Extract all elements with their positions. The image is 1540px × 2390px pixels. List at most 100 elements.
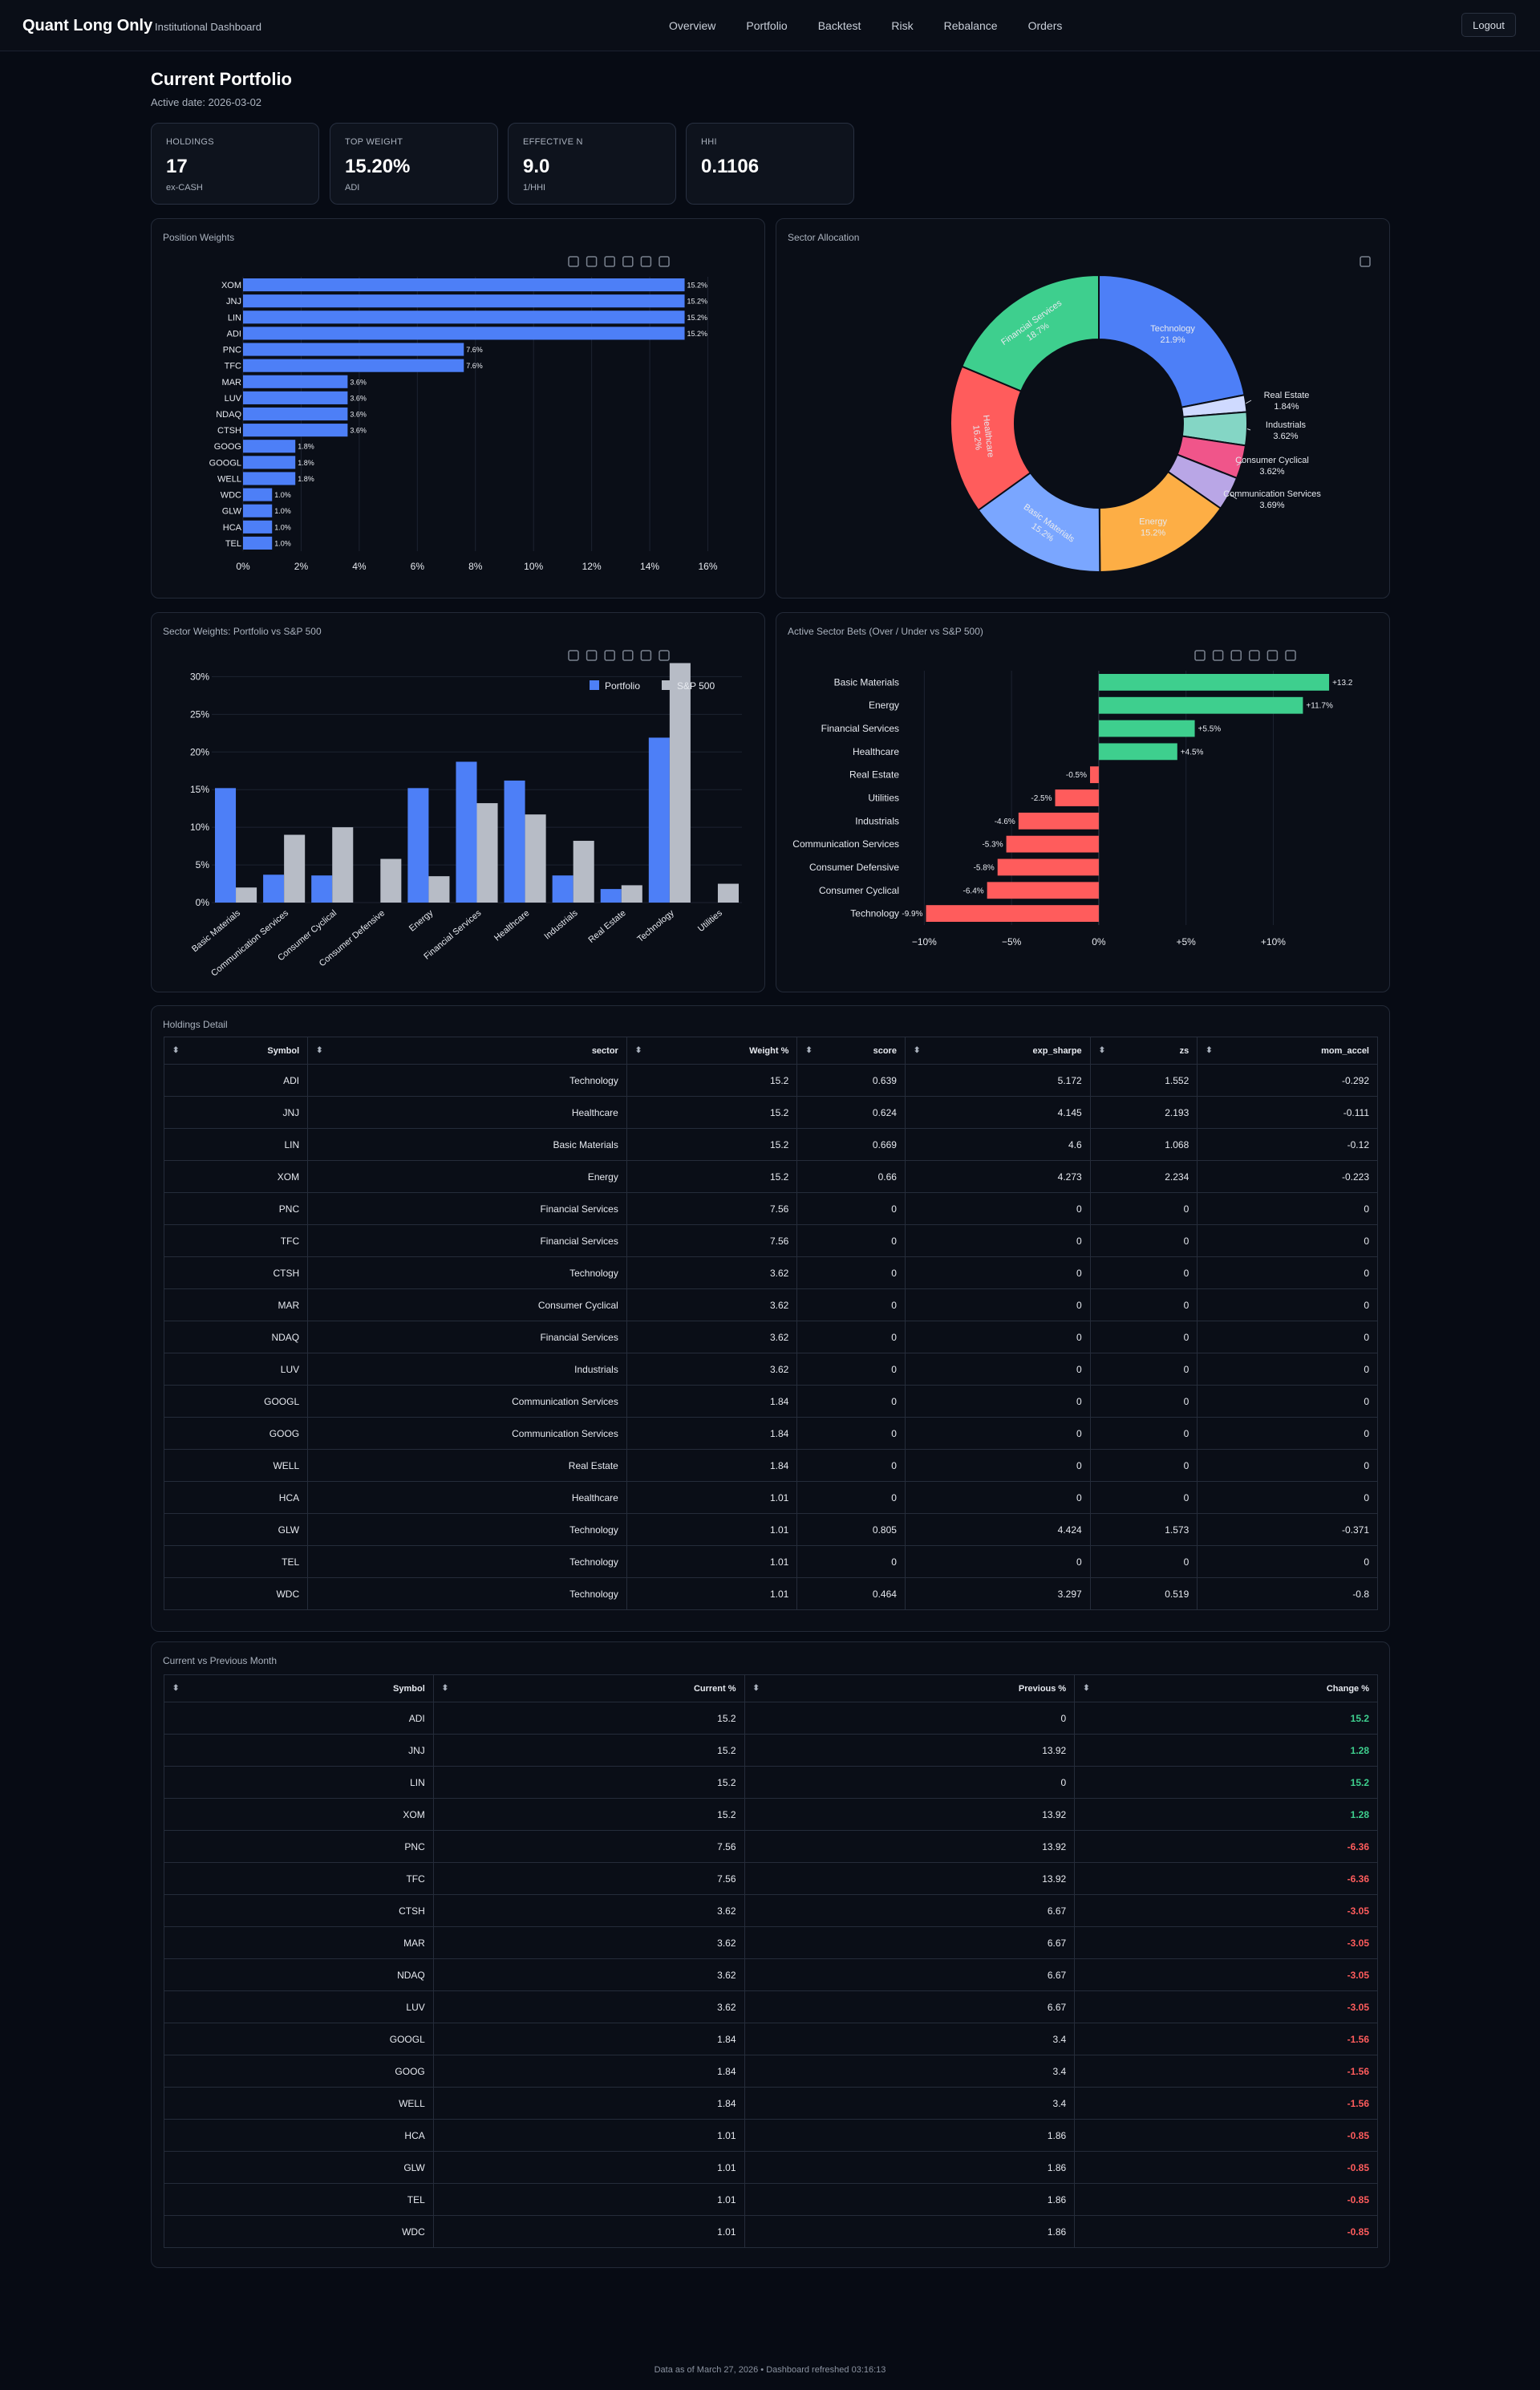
nav-portfolio[interactable]: Portfolio xyxy=(746,19,788,32)
table-row[interactable]: LIN Basic Materials 15.2 0.669 4.6 1.068 -0.12 xyxy=(163,1128,1378,1161)
table-cell: 0 xyxy=(904,1481,1091,1514)
table-row[interactable]: XOM Energy 15.2 0.66 4.273 2.234 -0.223 xyxy=(163,1160,1378,1193)
brand-title[interactable]: Quant Long Only xyxy=(22,17,153,34)
column-header[interactable]: ⬍ score xyxy=(796,1037,906,1065)
table-row[interactable]: PNC 7.56 13.92 -6.36 xyxy=(164,1830,1378,1863)
table-row[interactable]: XOM 15.2 13.92 1.28 xyxy=(164,1798,1378,1831)
table-cell: TEL xyxy=(164,2183,434,2216)
table-row[interactable]: LUV Industrials 3.62 0 0 0 0 xyxy=(163,1353,1378,1386)
table-row[interactable]: TEL 1.01 1.86 -0.85 xyxy=(164,2183,1378,2216)
column-header[interactable]: ⬍ sector xyxy=(307,1037,627,1065)
box-select-icon[interactable] xyxy=(622,256,634,267)
nav-overview[interactable]: Overview xyxy=(669,19,716,32)
sort-icon[interactable]: ⬍ xyxy=(1083,1683,1090,1693)
column-header[interactable]: ⬍ exp_sharpe xyxy=(904,1037,1091,1065)
column-header[interactable]: ⬍ Weight % xyxy=(626,1037,798,1065)
sort-icon[interactable]: ⬍ xyxy=(805,1045,813,1055)
table-cell: 13.92 xyxy=(744,1798,1076,1831)
sort-icon[interactable]: ⬍ xyxy=(316,1045,323,1055)
table-row[interactable]: LUV 3.62 6.67 -3.05 xyxy=(164,1990,1378,2023)
nav-risk[interactable]: Risk xyxy=(891,19,914,32)
sort-icon[interactable]: ⬍ xyxy=(172,1045,180,1055)
column-header[interactable]: ⬍ Change % xyxy=(1074,1674,1378,1702)
camera-icon[interactable] xyxy=(568,256,579,267)
lasso-icon[interactable] xyxy=(1266,650,1279,661)
sort-icon[interactable]: ⬍ xyxy=(1206,1045,1213,1055)
position-weights-chart[interactable]: 0% 2% 4% 6% 8% 10% 12% 14% 16% XOM 15.2% JNJ 15.2% LI… xyxy=(152,219,766,599)
table-row[interactable]: NDAQ 3.62 6.67 -3.05 xyxy=(164,1958,1378,1991)
table-row[interactable]: GLW 1.01 1.86 -0.85 xyxy=(164,2151,1378,2184)
zoom-icon[interactable] xyxy=(586,650,598,661)
sort-icon[interactable]: ⬍ xyxy=(752,1683,760,1693)
zoom-in-icon[interactable] xyxy=(659,650,670,661)
column-header[interactable]: ⬍ zs xyxy=(1089,1037,1198,1065)
table-row[interactable]: JNJ 15.2 13.92 1.28 xyxy=(164,1734,1378,1767)
zoom-icon[interactable] xyxy=(1212,650,1224,661)
camera-icon[interactable] xyxy=(568,650,579,661)
zoom-icon[interactable] xyxy=(586,256,598,267)
column-header-label: Symbol xyxy=(267,1045,300,1056)
table-row[interactable]: LIN 15.2 0 15.2 xyxy=(164,1766,1378,1799)
table-cell: 3.4 xyxy=(744,2055,1076,2088)
column-header[interactable]: ⬍ Previous % xyxy=(744,1674,1076,1702)
table-row[interactable]: WDC Technology 1.01 0.464 3.297 0.519 -0.8 xyxy=(163,1577,1378,1610)
table-row[interactable]: HCA 1.01 1.86 -0.85 xyxy=(164,2119,1378,2152)
zoom-in-icon[interactable] xyxy=(1285,650,1296,661)
table-row[interactable]: GOOGL Communication Services 1.84 0 0 0 0 xyxy=(163,1385,1378,1418)
table-row[interactable]: ADI Technology 15.2 0.639 5.172 1.552 -0.292 xyxy=(163,1064,1378,1097)
nav-rebalance[interactable]: Rebalance xyxy=(943,19,998,32)
column-header[interactable]: ⬍ mom_accel xyxy=(1197,1037,1378,1065)
table-cell: 3.4 xyxy=(744,2087,1076,2120)
table-row[interactable]: JNJ Healthcare 15.2 0.624 4.145 2.193 -0.111 xyxy=(163,1096,1378,1129)
nav-orders[interactable]: Orders xyxy=(1027,19,1063,32)
sort-icon[interactable]: ⬍ xyxy=(441,1683,449,1693)
pan-icon[interactable] xyxy=(604,650,615,661)
table-row[interactable]: GOOG 1.84 3.4 -1.56 xyxy=(164,2055,1378,2088)
pan-icon[interactable] xyxy=(1230,650,1242,661)
sort-icon[interactable]: ⬍ xyxy=(634,1045,642,1055)
lasso-icon[interactable] xyxy=(640,256,652,267)
column-header[interactable]: ⬍ Symbol xyxy=(163,1037,309,1065)
bar xyxy=(1098,674,1330,691)
bar-value-label: 3.6% xyxy=(350,427,367,435)
camera-icon[interactable] xyxy=(1194,650,1206,661)
table-row[interactable]: MAR Consumer Cyclical 3.62 0 0 0 0 xyxy=(163,1288,1378,1321)
table-row[interactable]: GOOG Communication Services 1.84 0 0 0 0 xyxy=(163,1417,1378,1450)
column-header[interactable]: ⬍ Symbol xyxy=(164,1674,434,1702)
lasso-icon[interactable] xyxy=(640,650,652,661)
table-row[interactable]: CTSH Technology 3.62 0 0 0 0 xyxy=(163,1256,1378,1289)
table-row[interactable]: TFC 7.56 13.92 -6.36 xyxy=(164,1862,1378,1895)
table-cell: NDAQ xyxy=(164,1958,434,1991)
table-row[interactable]: WDC 1.01 1.86 -0.85 xyxy=(164,2215,1378,2248)
sort-icon[interactable]: ⬍ xyxy=(913,1045,921,1055)
table-row[interactable]: TEL Technology 1.01 0 0 0 0 xyxy=(163,1545,1378,1578)
table-cell: 3.62 xyxy=(626,1288,798,1321)
table-row[interactable]: WELL Real Estate 1.84 0 0 0 0 xyxy=(163,1449,1378,1482)
table-row[interactable]: MAR 3.62 6.67 -3.05 xyxy=(164,1926,1378,1959)
table-row[interactable]: PNC Financial Services 7.56 0 0 0 0 xyxy=(163,1192,1378,1225)
table-row[interactable]: ADI 15.2 0 15.2 xyxy=(164,1702,1378,1735)
pan-icon[interactable] xyxy=(604,256,615,267)
table-row[interactable]: WELL 1.84 3.4 -1.56 xyxy=(164,2087,1378,2120)
box-select-icon[interactable] xyxy=(1249,650,1260,661)
sort-icon[interactable]: ⬍ xyxy=(1098,1045,1106,1055)
table-cell: 1.84 xyxy=(432,2055,745,2088)
table-row[interactable]: NDAQ Financial Services 3.62 0 0 0 0 xyxy=(163,1321,1378,1353)
sort-icon[interactable]: ⬍ xyxy=(172,1683,180,1693)
table-row[interactable]: TFC Financial Services 7.56 0 0 0 0 xyxy=(163,1224,1378,1257)
table-row[interactable]: GLW Technology 1.01 0.805 4.424 1.573 -0.371 xyxy=(163,1513,1378,1546)
table-row[interactable]: HCA Healthcare 1.01 0 0 0 0 xyxy=(163,1481,1378,1514)
sector-weights-chart[interactable]: 0% 5% 10% 15% 20% 25% 30% Basic MaterialsCommun… xyxy=(152,613,766,993)
box-select-icon[interactable] xyxy=(622,650,634,661)
table-cell: Healthcare xyxy=(307,1096,627,1129)
column-header[interactable]: ⬍ Current % xyxy=(432,1674,745,1702)
nav-backtest[interactable]: Backtest xyxy=(817,19,861,32)
logout-button[interactable]: Logout xyxy=(1461,13,1516,37)
camera-icon[interactable] xyxy=(1360,256,1371,267)
zoom-in-icon[interactable] xyxy=(659,256,670,267)
active-bets-chart[interactable]: −10% −5% 0% +5% +10% Basic Materials +13.2 Ener… xyxy=(776,613,1391,993)
table-row[interactable]: GOOGL 1.84 3.4 -1.56 xyxy=(164,2023,1378,2055)
table-row[interactable]: CTSH 3.62 6.67 -3.05 xyxy=(164,1894,1378,1927)
bar-value-label: 1.0% xyxy=(274,491,291,499)
